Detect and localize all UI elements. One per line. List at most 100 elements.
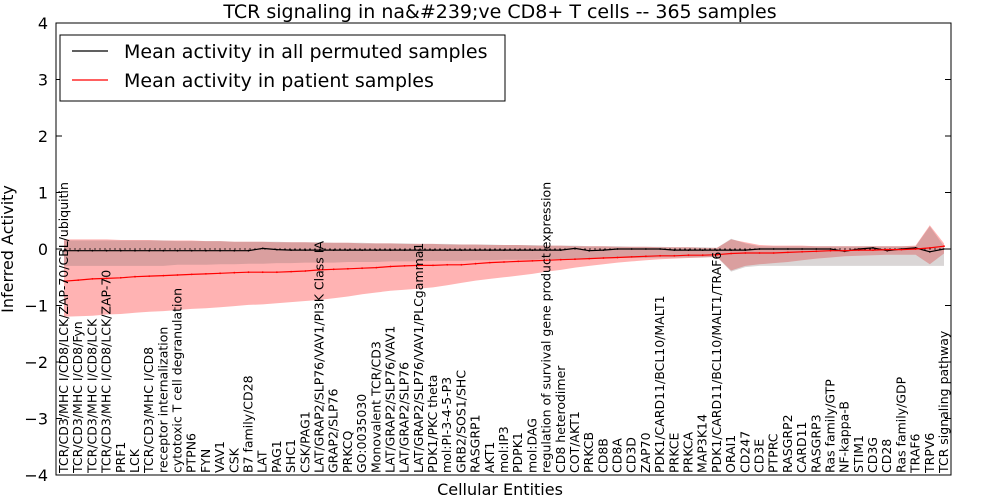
permuted-mean-point [318, 249, 321, 252]
x-category-label: CD8 heterodimer [553, 365, 568, 473]
permuted-mean-point [91, 249, 94, 252]
x-category-label: RASGRP3 [808, 414, 823, 473]
x-category-label: PAG1 [269, 440, 284, 473]
x-category-label: TCR/CD3/MHC I/CD8/LCK/ZAP-70 [99, 270, 114, 474]
patient-mean-point [787, 251, 789, 254]
patient-mean-point [290, 270, 292, 273]
patient-mean-point [531, 260, 534, 262]
x-category-label: PRF1 [113, 442, 128, 473]
patient-mean-point [758, 252, 761, 254]
patient-mean-point [219, 272, 222, 275]
permuted-mean-point [417, 249, 420, 252]
patient-mean-point [886, 248, 889, 251]
permuted-mean-point [361, 249, 363, 252]
patient-mean-point [417, 264, 420, 267]
patient-mean-point [645, 255, 647, 258]
patient-mean-point [872, 249, 874, 252]
x-category-label: cytotoxic T cell degranulation [170, 288, 185, 473]
permuted-mean-point [645, 248, 647, 250]
permuted-mean-point [872, 247, 874, 249]
x-category-label: LAT/GRAP2/SLP76/VAV1/PLCgamma1 [411, 243, 426, 473]
patient-mean-point [574, 258, 576, 261]
x-category-label: PRKCQ [340, 431, 355, 473]
legend-label-permuted: Mean activity in all permuted samples [124, 41, 487, 63]
patient-mean-point [375, 266, 378, 269]
patient-mean-point [276, 271, 278, 274]
x-category-label: RASGRP1 [468, 414, 483, 473]
x-category-label: ORAI1 [723, 435, 738, 473]
patient-mean-point [261, 271, 264, 274]
permuted-mean-point [630, 248, 633, 250]
y-axis: 4 3 2 1 0 −1 −2 −3 −4 [24, 14, 951, 485]
y-tick-label: 0 [38, 240, 48, 259]
permuted-mean-point [276, 248, 278, 251]
permuted-mean-point [389, 249, 392, 252]
permuted-mean-point [673, 249, 676, 252]
x-category-label: PTPN6 [184, 433, 199, 473]
permuted-mean-point [162, 249, 165, 252]
x-category-label: PRKCE [666, 433, 681, 473]
permuted-mean-point [233, 249, 236, 252]
permuted-mean-point [290, 249, 292, 252]
x-category-label: PTPRC [766, 433, 781, 473]
patient-mean-point [630, 256, 633, 258]
patient-mean-point [304, 270, 307, 272]
patient-mean-point [701, 254, 704, 257]
x-category-label: PRKCA [681, 432, 696, 473]
y-tick-label: 1 [38, 184, 48, 203]
patient-mean-point [673, 254, 676, 257]
patient-mean-point [687, 254, 690, 257]
permuted-mean-point [588, 249, 591, 252]
x-category-label: PRKCB [581, 432, 596, 473]
x-category-label: ZAP70 [638, 432, 653, 473]
permuted-mean-point [190, 249, 193, 252]
patient-mean-point [474, 262, 477, 265]
permuted-mean-point [432, 249, 434, 252]
permuted-mean-point [488, 249, 491, 252]
patient-activity-band [64, 225, 944, 317]
permuted-mean-point [77, 249, 80, 252]
x-category-label: TCR/CD3/MHC I/CD8/Fyn [70, 321, 85, 474]
permuted-mean-point [148, 249, 151, 252]
chart-title: TCR signaling in na&#239;ve CD8+ T cells… [222, 1, 776, 23]
x-category-label: NF-kappa-B [837, 401, 852, 473]
x-category-label: PDK1/CARD11/BCL10/MALT1/TRAF6 [709, 252, 724, 473]
permuted-mean-point [261, 247, 264, 250]
x-category-label: Ras family/GTP [823, 379, 838, 473]
x-category-label: PDPK1 [510, 432, 525, 473]
x-category-label: regulation of survival gene product expr… [539, 182, 554, 473]
patient-mean-point [347, 267, 349, 270]
legend[interactable]: Mean activity in all permuted samples Me… [59, 34, 506, 102]
x-category-label: LAT [255, 450, 270, 473]
patient-mean-point [943, 245, 945, 248]
permuted-mean-point [574, 247, 576, 250]
patient-mean-point [730, 252, 732, 255]
x-category-label: CD3G [865, 437, 880, 473]
permuted-mean-point [716, 249, 718, 252]
patient-mean-point [403, 265, 406, 267]
patient-mean-point [815, 250, 818, 253]
permuted-mean-point [375, 249, 378, 252]
patient-mean-point [205, 273, 207, 275]
permuted-mean-point [460, 249, 463, 252]
permuted-mean-point [787, 248, 789, 250]
patient-mean-point [559, 258, 562, 261]
permuted-mean-point [134, 249, 136, 252]
permuted-mean-point [219, 249, 222, 252]
x-category-label: CD247 [737, 431, 752, 473]
patient-mean-point [829, 249, 832, 252]
permuted-mean-point [105, 249, 108, 252]
x-category-label: TCR/CD3/MHC I/CD8 [141, 347, 156, 474]
x-category-label: CD8B [595, 438, 610, 473]
y-tick-label: 4 [38, 14, 48, 33]
permuted-mean-point [176, 249, 179, 252]
x-category-label: TCR signaling pathway [936, 330, 951, 474]
permuted-mean-point [659, 248, 661, 250]
patient-mean-point [361, 267, 363, 270]
patient-mean-point [517, 260, 520, 263]
patient-mean-point [772, 252, 775, 254]
x-category-label: RASGRP2 [780, 414, 795, 473]
patient-mean-point [460, 263, 463, 266]
permuted-mean-point [119, 249, 122, 252]
